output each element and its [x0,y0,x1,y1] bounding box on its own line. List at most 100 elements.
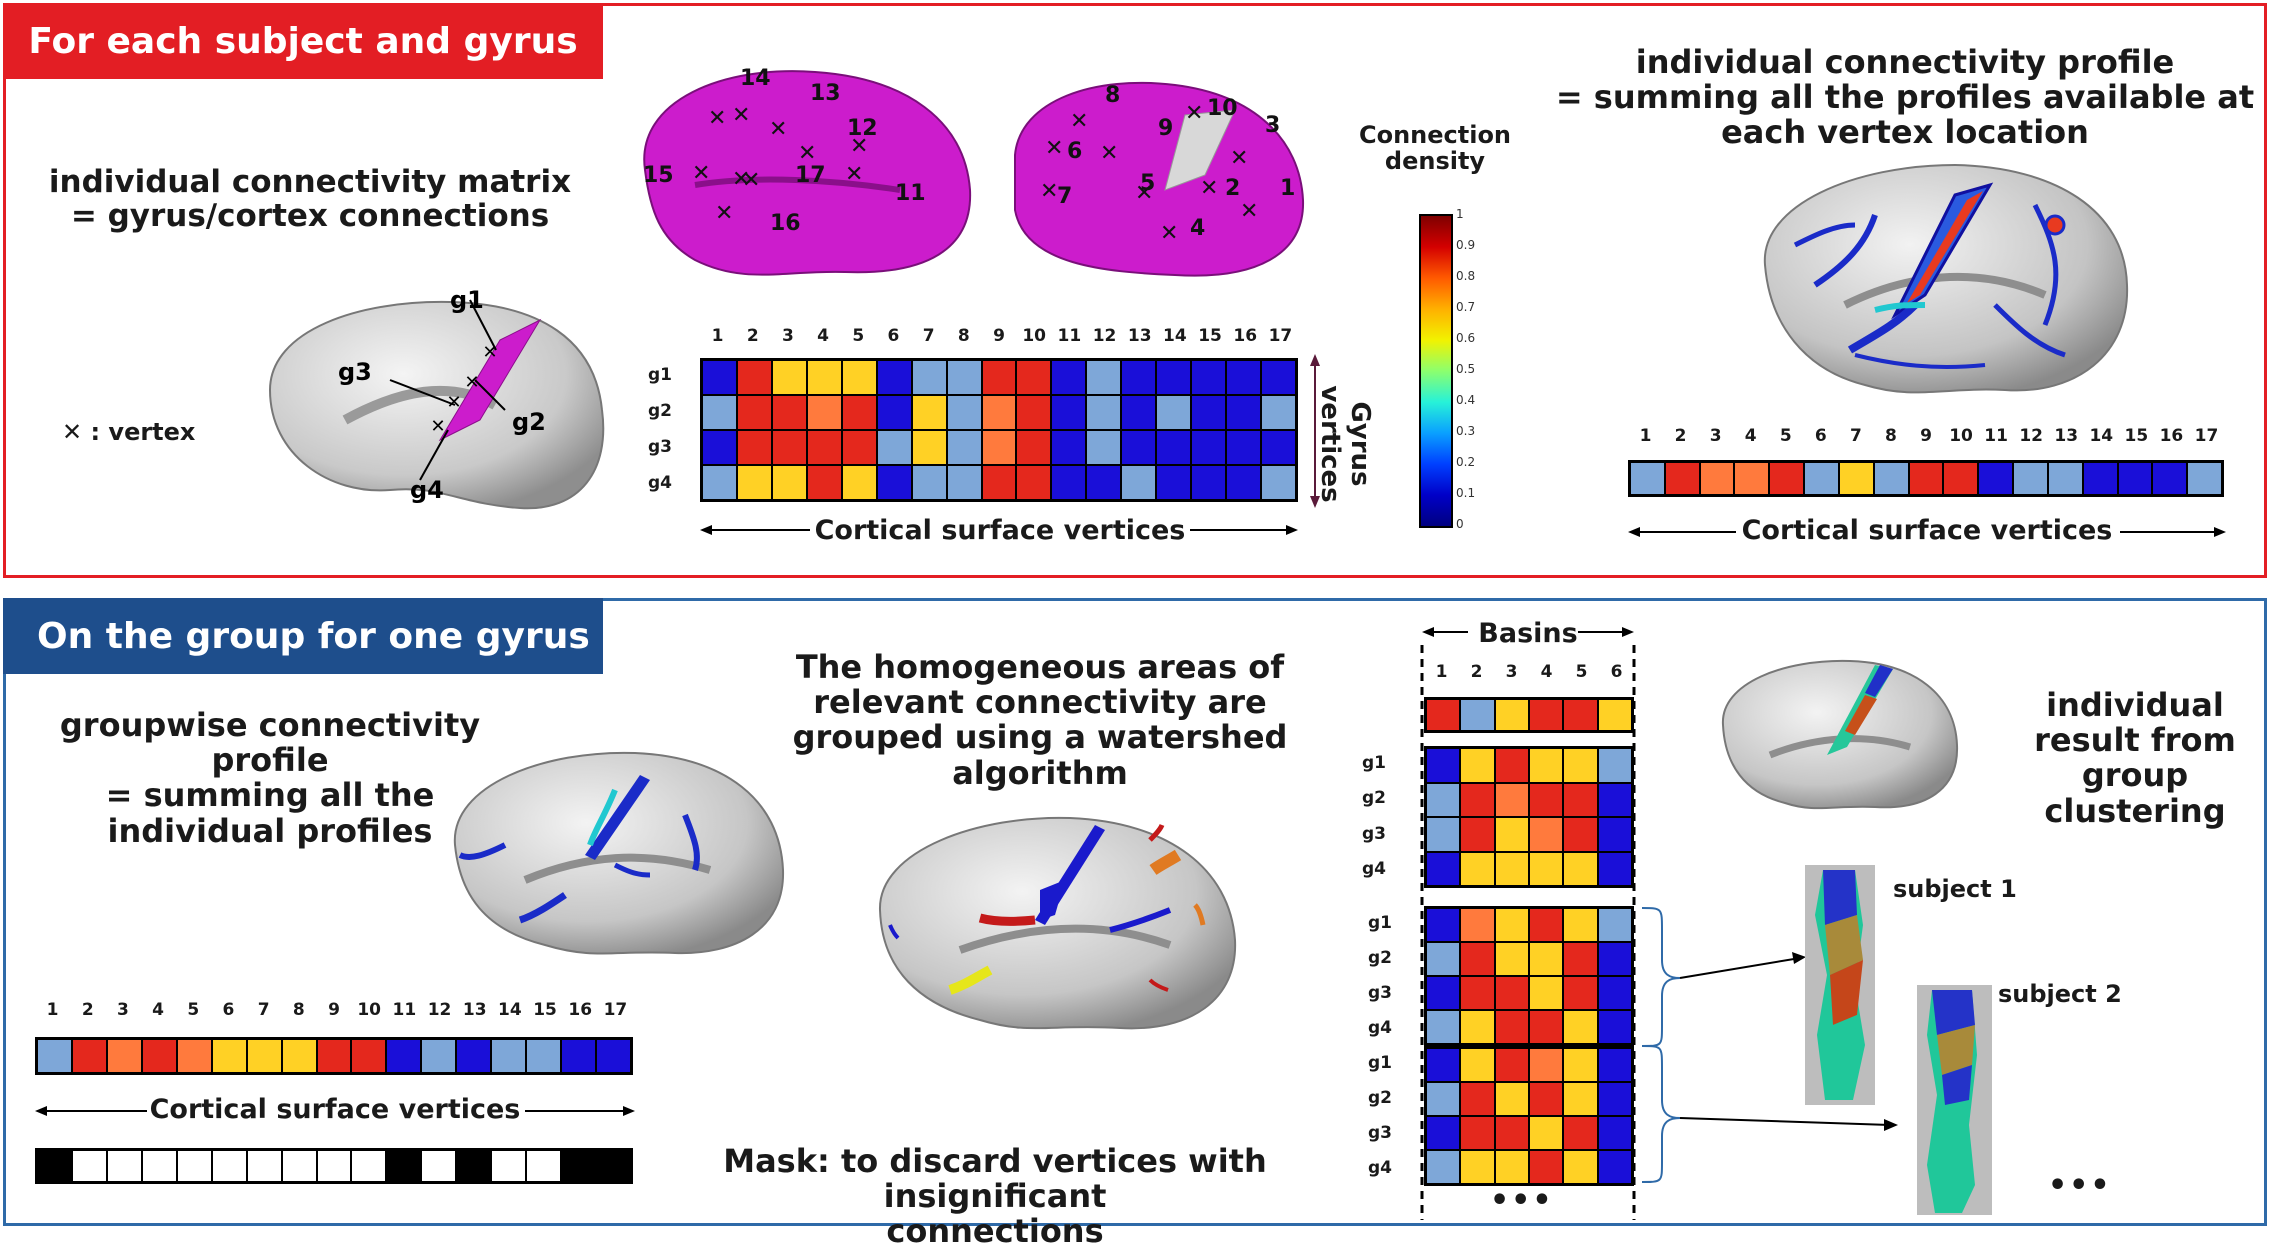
basin-matrix-3-cell [1460,1150,1495,1184]
group-profile-cell [596,1039,631,1073]
basin-matrix-2-cell [1597,908,1632,942]
basin-matrix-1-cell [1563,851,1598,886]
matrix-cell [946,360,982,395]
svg-text:5: 5 [1140,171,1155,196]
colorbar-tick: 0.9 [1456,238,1476,252]
gyrus-label-g1: g1 [450,286,484,314]
basin-matrix-1-cell [1494,748,1529,783]
matrix-cell [911,430,947,465]
basin-matrix-3-cell [1460,1116,1495,1150]
basin-matrix-1-cell [1597,817,1632,852]
basin-matrix-3-cell [1426,1150,1461,1184]
profile-cell [2152,462,2188,495]
profile-cell [1804,462,1839,495]
profile-cell [1734,462,1770,495]
basin-matrix-1-cell [1528,817,1564,852]
colorbar-tick: 0.8 [1456,269,1476,283]
column-number: 17 [1268,326,1293,346]
column-number: 2 [1470,662,1483,682]
mask-row [35,1148,633,1184]
column-number: 2 [1674,426,1687,446]
profile-cell [1978,462,2014,495]
column-number: 6 [1814,426,1827,446]
basins-ellipsis: ••• [1490,1183,1554,1218]
column-number: 17 [2194,426,2219,446]
basin-matrix-1-cell [1426,817,1461,852]
column-number: 2 [746,326,759,346]
column-number: 10 [1949,426,1973,446]
matrix-cell [981,465,1017,500]
matrix-cell [1016,360,1052,395]
svg-text:✕: ✕ [482,342,497,363]
column-number: 12 [427,1000,452,1020]
basin-matrix-2-cell [1563,1010,1598,1044]
column-number: 1 [711,326,724,346]
watershed-line1: The homogeneous areas of [795,648,1285,686]
watershed-brain-image [878,816,1237,1030]
colorbar-tick: 0.2 [1456,455,1476,469]
group-profile-cell [71,1039,107,1073]
matrix-cell [1156,360,1192,395]
matrix-cell [1191,430,1227,465]
matrix-cell [806,465,842,500]
result-line1: individual [2046,686,2224,724]
column-number: 5 [187,1000,200,1020]
matrix-cell [702,465,737,500]
cortical-label-group: Cortical surface vertices [149,1094,521,1125]
svg-text:10: 10 [1207,96,1238,121]
svg-text:1: 1 [1280,176,1295,201]
matrix-cell [946,430,982,465]
column-number: 6 [887,326,900,346]
row-label: g3 [1368,1122,1392,1143]
matrix-cell [806,430,842,465]
mask-cell [491,1150,527,1182]
profile-description-line3: each vertex location [1721,113,2089,152]
matrix-cell [1226,430,1262,465]
result-line3: group [2081,756,2189,795]
colorbar-tick: 0 [1456,517,1464,531]
basin-matrix-1 [1424,746,1634,888]
group-description-line1: groupwise connectivity profile [59,706,481,780]
result-line2: result from [2034,721,2236,760]
matrix-cell [771,430,807,465]
group-description-line3: individual profiles [107,811,433,850]
group-profile-cell [246,1039,282,1073]
gyrus-label-g3: g3 [338,358,372,386]
bottom-header: On the group for one gyrus [3,598,603,674]
basin-matrix-2-cell [1426,976,1461,1010]
matrix-cell [702,430,737,465]
basins-frame [1420,627,1636,1220]
result-line4: clustering [2044,791,2226,830]
basin-matrix-1-cell [1597,851,1632,886]
basin-matrix-3-cell [1597,1150,1632,1184]
mask-cell [71,1150,107,1182]
colorbar-tick: 0.4 [1456,393,1476,407]
profile-cell [1769,462,1805,495]
column-number: 11 [392,1000,417,1020]
row-label: g1 [648,365,672,385]
svg-text:✕: ✕ [769,117,787,142]
basin-matrix-2-cell [1597,942,1632,976]
svg-text:✕: ✕ [1135,181,1153,206]
group-profile-cell [386,1039,422,1073]
svg-text:✕: ✕ [1100,141,1118,166]
svg-text:✕: ✕ [446,392,461,413]
svg-text:✕: ✕ [732,167,750,192]
svg-text:✕: ✕ [850,134,868,159]
column-number: 9 [993,326,1005,346]
svg-text:7: 7 [1057,184,1072,209]
basin-matrix-1-cell [1460,748,1495,783]
basin-matrix-1-cell [1494,782,1529,817]
svg-text:✕: ✕ [1185,101,1203,126]
row-label: g2 [648,401,672,421]
svg-text:✕: ✕ [732,103,750,128]
gyrus-label-g2: g2 [512,408,546,436]
basin-matrix-3-cell [1528,1116,1564,1150]
group-profile-cell [351,1039,387,1073]
basin-matrix-3-cell [1494,1116,1529,1150]
cortical-label-top: Cortical surface vertices [814,515,1186,546]
basin-matrix-1-cell [1597,748,1632,783]
subject1-strip-image [1805,865,1875,1105]
group-profile-cell [316,1039,352,1073]
matrix-cell [1261,360,1296,395]
